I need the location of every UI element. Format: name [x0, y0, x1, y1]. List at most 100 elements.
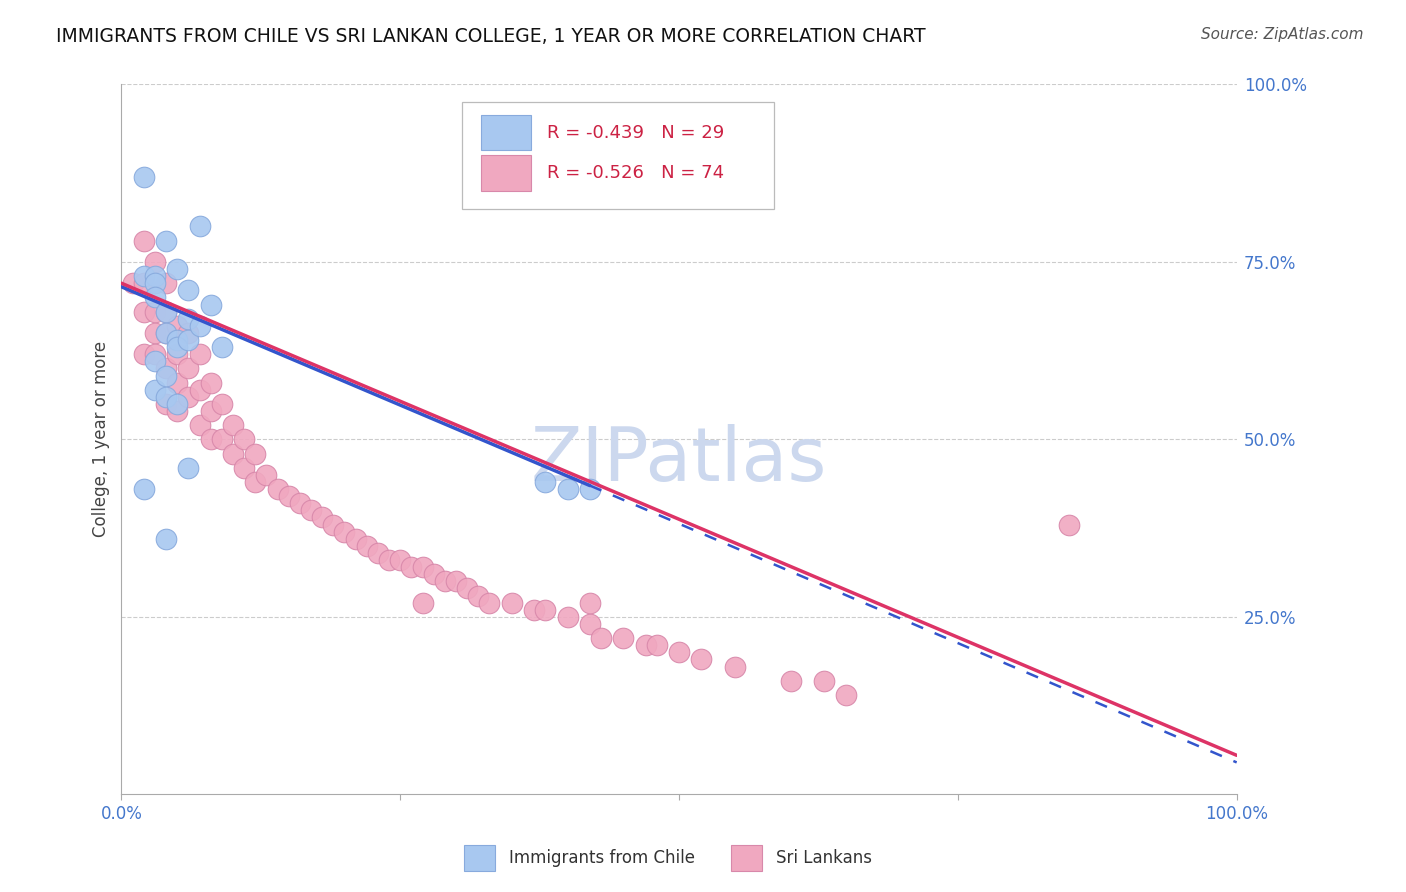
Text: Source: ZipAtlas.com: Source: ZipAtlas.com	[1201, 27, 1364, 42]
Text: ZIPatlas: ZIPatlas	[531, 425, 827, 497]
Point	[534, 475, 557, 489]
Point	[200, 376, 222, 390]
Point	[288, 496, 311, 510]
Point	[478, 596, 501, 610]
Point	[322, 517, 344, 532]
Point	[143, 277, 166, 291]
Point	[412, 560, 434, 574]
Point	[143, 383, 166, 397]
Point	[211, 340, 233, 354]
Point	[200, 433, 222, 447]
Point	[200, 297, 222, 311]
Point	[132, 269, 155, 284]
Point	[233, 433, 256, 447]
Point	[579, 617, 602, 632]
Text: R = -0.526   N = 74: R = -0.526 N = 74	[547, 164, 724, 182]
Point	[245, 475, 267, 489]
Point	[166, 347, 188, 361]
Point	[132, 347, 155, 361]
Point	[501, 596, 523, 610]
Point	[612, 631, 634, 645]
Point	[333, 524, 356, 539]
Point	[222, 447, 245, 461]
Point	[188, 347, 211, 361]
Point	[155, 361, 177, 376]
Point	[211, 397, 233, 411]
Point	[222, 418, 245, 433]
Point	[1059, 517, 1081, 532]
Point	[378, 553, 401, 567]
Text: R = -0.439   N = 29: R = -0.439 N = 29	[547, 124, 724, 142]
Point	[177, 326, 200, 340]
Point	[177, 283, 200, 297]
Point	[401, 560, 423, 574]
Text: IMMIGRANTS FROM CHILE VS SRI LANKAN COLLEGE, 1 YEAR OR MORE CORRELATION CHART: IMMIGRANTS FROM CHILE VS SRI LANKAN COLL…	[56, 27, 927, 45]
Point	[155, 397, 177, 411]
Point	[467, 589, 489, 603]
Point	[188, 418, 211, 433]
Point	[166, 340, 188, 354]
Point	[177, 361, 200, 376]
Point	[277, 489, 299, 503]
Point	[177, 311, 200, 326]
Point	[177, 460, 200, 475]
Point	[143, 354, 166, 368]
Point	[166, 333, 188, 347]
Point	[813, 673, 835, 688]
Y-axis label: College, 1 year or more: College, 1 year or more	[93, 342, 110, 538]
Text: Immigrants from Chile: Immigrants from Chile	[509, 849, 695, 867]
Point	[155, 532, 177, 546]
Point	[155, 277, 177, 291]
Point	[422, 567, 444, 582]
FancyBboxPatch shape	[461, 103, 773, 209]
Point	[132, 234, 155, 248]
Point	[433, 574, 456, 589]
Point	[132, 304, 155, 318]
Point	[166, 262, 188, 277]
Point	[245, 447, 267, 461]
Point	[344, 532, 367, 546]
Point	[177, 333, 200, 347]
Point	[835, 688, 858, 702]
Point	[166, 404, 188, 418]
Point	[188, 318, 211, 333]
Point	[589, 631, 612, 645]
Point	[579, 482, 602, 496]
Point	[132, 277, 155, 291]
Point	[143, 269, 166, 284]
Point	[143, 304, 166, 318]
Text: Sri Lankans: Sri Lankans	[776, 849, 872, 867]
Point	[188, 219, 211, 234]
FancyBboxPatch shape	[481, 115, 530, 151]
Point	[166, 318, 188, 333]
Point	[211, 433, 233, 447]
Point	[412, 596, 434, 610]
Point	[166, 376, 188, 390]
Point	[299, 503, 322, 517]
Point	[143, 326, 166, 340]
Point	[724, 659, 747, 673]
Point	[143, 255, 166, 269]
Point	[456, 582, 478, 596]
Point	[155, 326, 177, 340]
Point	[155, 304, 177, 318]
Point	[634, 638, 657, 652]
Point	[155, 326, 177, 340]
Point	[444, 574, 467, 589]
Point	[155, 234, 177, 248]
Point	[523, 603, 546, 617]
Point	[132, 169, 155, 184]
Point	[155, 368, 177, 383]
Point	[311, 510, 333, 524]
Point	[132, 482, 155, 496]
Point	[557, 610, 579, 624]
Point	[668, 645, 690, 659]
Point	[367, 546, 389, 560]
Point	[534, 603, 557, 617]
Point	[266, 482, 288, 496]
Point	[645, 638, 668, 652]
Point	[177, 390, 200, 404]
Point	[143, 347, 166, 361]
Point	[233, 460, 256, 475]
Point	[579, 596, 602, 610]
